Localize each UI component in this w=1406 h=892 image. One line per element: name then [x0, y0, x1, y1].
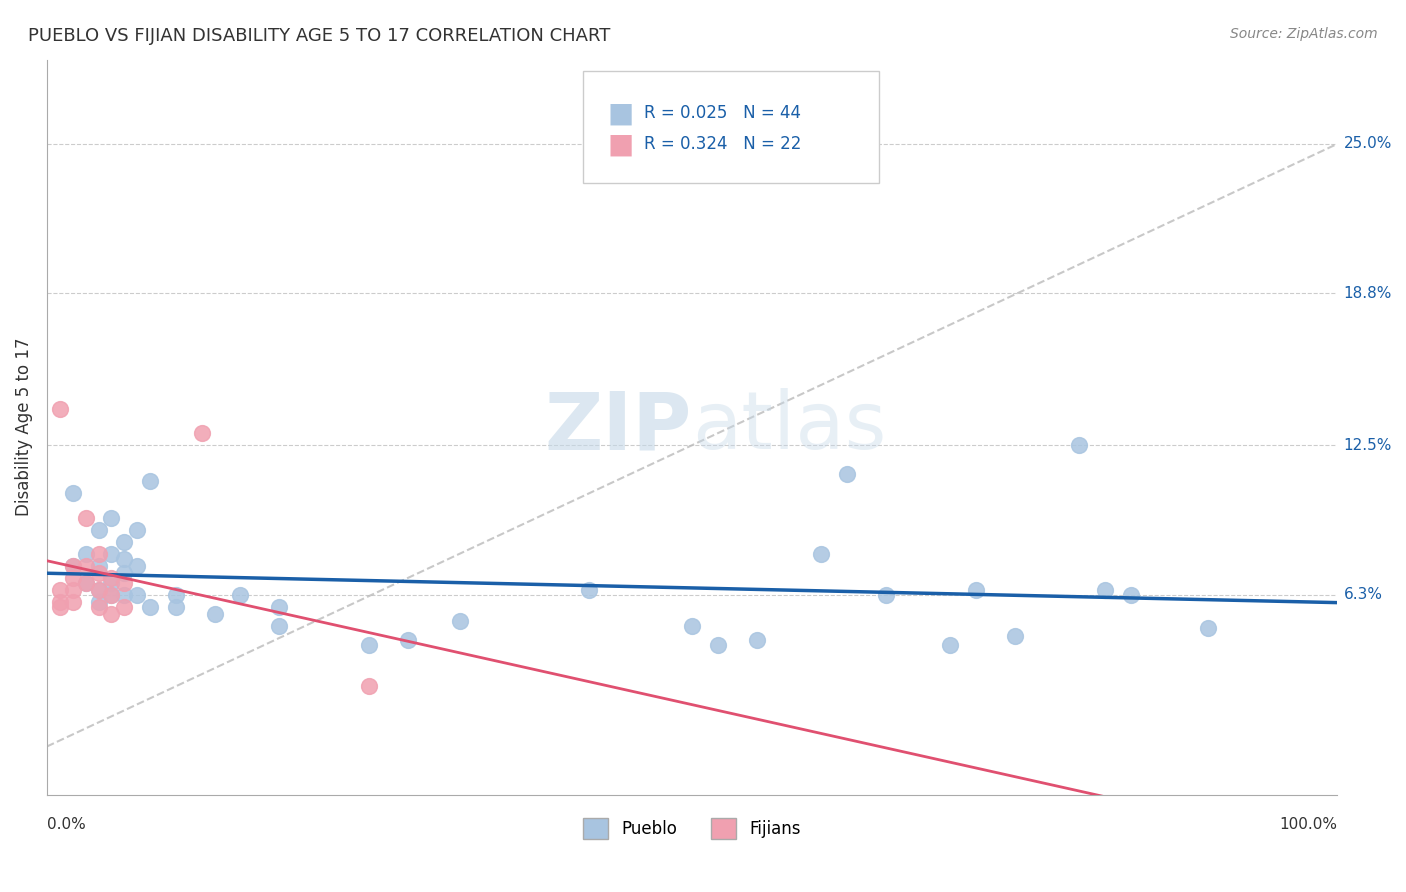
- Text: 25.0%: 25.0%: [1344, 136, 1392, 152]
- Point: [165, 588, 187, 602]
- Point: [112, 566, 135, 580]
- Point: [87, 558, 110, 573]
- Point: [87, 595, 110, 609]
- Point: [449, 614, 471, 628]
- Point: [127, 523, 149, 537]
- Point: [1197, 621, 1219, 635]
- Point: [835, 467, 858, 482]
- Text: 100.0%: 100.0%: [1279, 817, 1337, 831]
- Point: [100, 510, 122, 524]
- Point: [1069, 438, 1091, 452]
- Point: [965, 582, 987, 597]
- Point: [62, 558, 84, 573]
- Point: [75, 575, 97, 590]
- Point: [112, 599, 135, 614]
- Point: [100, 588, 122, 602]
- Text: 0.0%: 0.0%: [46, 817, 86, 831]
- Text: Source: ZipAtlas.com: Source: ZipAtlas.com: [1230, 27, 1378, 41]
- Point: [229, 588, 252, 602]
- Text: PUEBLO VS FIJIAN DISABILITY AGE 5 TO 17 CORRELATION CHART: PUEBLO VS FIJIAN DISABILITY AGE 5 TO 17 …: [28, 27, 610, 45]
- Point: [100, 547, 122, 561]
- Point: [49, 582, 72, 597]
- Point: [396, 633, 419, 648]
- Point: [112, 575, 135, 590]
- Point: [127, 558, 149, 573]
- Point: [75, 558, 97, 573]
- Point: [112, 551, 135, 566]
- Point: [62, 595, 84, 609]
- Point: [707, 638, 730, 652]
- Point: [62, 486, 84, 500]
- Point: [165, 599, 187, 614]
- Point: [62, 558, 84, 573]
- Point: [112, 534, 135, 549]
- Text: 6.3%: 6.3%: [1344, 587, 1382, 602]
- Point: [75, 547, 97, 561]
- Text: ■: ■: [607, 100, 634, 128]
- Point: [359, 679, 381, 693]
- Legend: Pueblo, Fijians: Pueblo, Fijians: [576, 812, 807, 846]
- Point: [100, 571, 122, 585]
- Point: [810, 547, 832, 561]
- Point: [1004, 629, 1026, 643]
- Point: [87, 523, 110, 537]
- Point: [49, 599, 72, 614]
- Y-axis label: Disability Age 5 to 17: Disability Age 5 to 17: [15, 338, 32, 516]
- Point: [269, 619, 291, 633]
- Point: [139, 599, 162, 614]
- Point: [87, 599, 110, 614]
- Point: [112, 588, 135, 602]
- Point: [75, 510, 97, 524]
- Point: [100, 575, 122, 590]
- Text: R = 0.025   N = 44: R = 0.025 N = 44: [644, 104, 801, 122]
- Point: [49, 595, 72, 609]
- Point: [100, 588, 122, 602]
- Point: [100, 607, 122, 621]
- Point: [1094, 582, 1116, 597]
- Text: ZIP: ZIP: [544, 388, 692, 467]
- Point: [939, 638, 962, 652]
- Point: [62, 582, 84, 597]
- Text: R = 0.324   N = 22: R = 0.324 N = 22: [644, 135, 801, 153]
- Text: 18.8%: 18.8%: [1344, 286, 1392, 301]
- Point: [87, 566, 110, 580]
- Point: [127, 588, 149, 602]
- Point: [87, 582, 110, 597]
- Point: [190, 426, 212, 441]
- Point: [62, 571, 84, 585]
- Text: 12.5%: 12.5%: [1344, 438, 1392, 453]
- Point: [745, 633, 768, 648]
- Point: [87, 547, 110, 561]
- Point: [1119, 588, 1142, 602]
- Point: [578, 582, 600, 597]
- Point: [269, 599, 291, 614]
- Text: atlas: atlas: [692, 388, 886, 467]
- Point: [681, 619, 703, 633]
- Text: ■: ■: [607, 130, 634, 158]
- Point: [204, 607, 226, 621]
- Point: [49, 402, 72, 417]
- Point: [139, 475, 162, 489]
- Point: [359, 638, 381, 652]
- Point: [87, 582, 110, 597]
- Point: [75, 575, 97, 590]
- Point: [875, 588, 897, 602]
